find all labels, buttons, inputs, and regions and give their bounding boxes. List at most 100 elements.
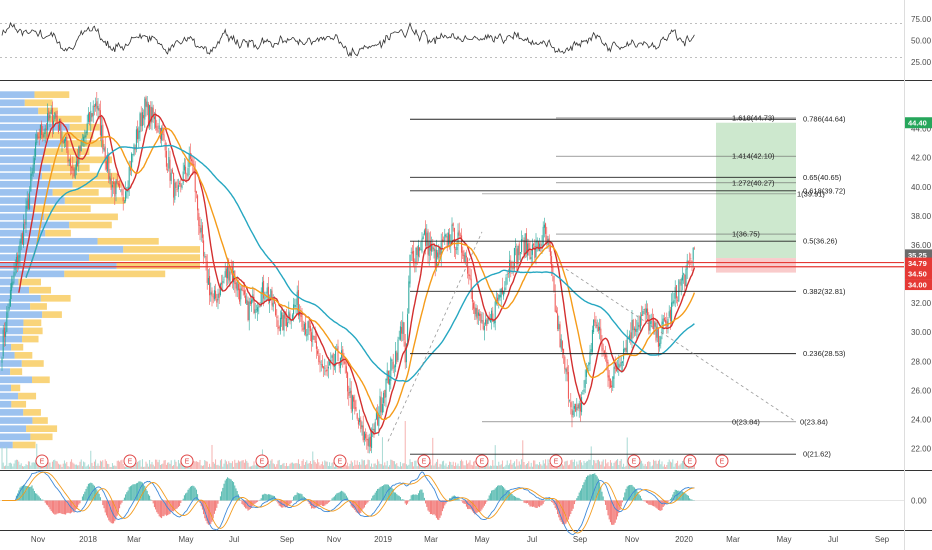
candle-body bbox=[168, 156, 170, 169]
price-axis-tick[interactable]: 26.00 bbox=[911, 386, 932, 395]
volume-bar bbox=[127, 466, 129, 469]
time-axis[interactable]: Nov 2018 Mar May Jul Sep Nov 2019 Mar May Jul Sep No… bbox=[31, 535, 890, 544]
time-axis-tick[interactable]: Nov bbox=[327, 535, 341, 544]
candle-body bbox=[447, 232, 449, 245]
candle-body bbox=[678, 280, 680, 302]
candle-body bbox=[525, 233, 527, 253]
volume-bar bbox=[212, 461, 214, 469]
time-axis-tick[interactable]: May bbox=[474, 535, 489, 544]
price-axis-tick[interactable]: 36.00 bbox=[911, 241, 932, 250]
trendline-dashed[interactable] bbox=[555, 262, 797, 423]
time-axis-tick[interactable]: Mar bbox=[424, 535, 438, 544]
volume-bar bbox=[583, 460, 585, 469]
earnings-marker[interactable] bbox=[627, 454, 641, 468]
price-badge[interactable] bbox=[905, 117, 932, 129]
candle-body bbox=[93, 105, 95, 107]
macd-histogram-bar bbox=[578, 492, 580, 501]
candle-body bbox=[546, 235, 548, 243]
volume-bar bbox=[693, 463, 695, 469]
volume-bar bbox=[377, 459, 379, 469]
volume-bar bbox=[20, 463, 22, 469]
time-axis-tick[interactable]: Jul bbox=[828, 535, 838, 544]
time-axis-tick[interactable]: 2019 bbox=[374, 535, 392, 544]
price-axis-tick[interactable]: 28.00 bbox=[911, 357, 932, 366]
macd-histogram-bar bbox=[657, 500, 659, 510]
earnings-marker[interactable] bbox=[683, 454, 697, 468]
candle-body bbox=[60, 119, 62, 143]
earnings-marker[interactable] bbox=[549, 454, 563, 468]
candle-body bbox=[313, 335, 315, 337]
volume-bar bbox=[624, 466, 626, 469]
price-axis-tick[interactable]: 42.00 bbox=[911, 154, 932, 163]
time-axis-tick[interactable]: 2018 bbox=[79, 535, 97, 544]
time-axis-tick[interactable]: Mar bbox=[726, 535, 740, 544]
price-axis-tick[interactable]: 24.00 bbox=[911, 416, 932, 425]
price-axis-tick[interactable]: 44.00 bbox=[911, 125, 932, 134]
price-badge[interactable] bbox=[905, 279, 932, 291]
time-axis-tick[interactable]: Jul bbox=[229, 535, 239, 544]
price-axis-tick[interactable]: 30.00 bbox=[911, 328, 932, 337]
earnings-marker[interactable] bbox=[123, 454, 137, 468]
horizontal-lines[interactable] bbox=[0, 261, 904, 268]
earnings-marker[interactable] bbox=[35, 454, 49, 468]
candle-body bbox=[643, 309, 645, 310]
volume-bar bbox=[254, 465, 256, 469]
time-axis-tick[interactable]: May bbox=[178, 535, 193, 544]
earnings-marker[interactable] bbox=[475, 454, 489, 468]
price-badge[interactable] bbox=[905, 257, 932, 269]
candle-body bbox=[211, 290, 213, 297]
macd-histogram-bar bbox=[449, 498, 451, 501]
macd-histogram-bar bbox=[33, 490, 35, 501]
trendlines[interactable]: 0(23.84) bbox=[387, 231, 828, 442]
time-axis-tick[interactable]: Sep bbox=[280, 535, 295, 544]
volume-bar bbox=[321, 461, 323, 469]
candle-body bbox=[535, 241, 537, 257]
macd-histogram-bar bbox=[535, 500, 537, 509]
earnings-marker[interactable] bbox=[417, 454, 431, 468]
volume-bar bbox=[518, 461, 520, 469]
price-axis-tick[interactable]: 32.00 bbox=[911, 299, 932, 308]
candle-body bbox=[114, 182, 116, 197]
long-position-tool[interactable] bbox=[716, 122, 796, 273]
volume-bar bbox=[27, 461, 29, 469]
price-axis-tick[interactable]: 38.00 bbox=[911, 212, 932, 221]
time-axis-tick[interactable]: Nov bbox=[31, 535, 45, 544]
candle-body bbox=[392, 361, 394, 369]
candle-body bbox=[222, 280, 224, 283]
volume-bar bbox=[97, 463, 99, 469]
volume-profile-up-bar bbox=[0, 376, 33, 384]
price-axis-tick[interactable]: 40.00 bbox=[911, 183, 932, 192]
macd-histogram-bar bbox=[252, 500, 254, 507]
macd-histogram-bar bbox=[497, 485, 499, 501]
time-axis-tick[interactable]: 2020 bbox=[675, 535, 693, 544]
rsi-line bbox=[1, 21, 695, 57]
trendline-dashed[interactable] bbox=[387, 231, 483, 442]
position-stop-zone[interactable] bbox=[716, 258, 796, 273]
volume-profile-down-bar bbox=[21, 360, 44, 367]
macd-histogram-bar bbox=[223, 483, 225, 501]
price-axis[interactable]: 44.0042.0040.0038.0036.0034.0032.0030.00… bbox=[905, 117, 932, 454]
candle-body bbox=[524, 233, 526, 255]
volume-bar bbox=[26, 465, 28, 469]
candle-body bbox=[257, 307, 259, 312]
earnings-marker[interactable] bbox=[180, 454, 194, 468]
candle-body bbox=[71, 166, 73, 169]
time-axis-tick[interactable]: Mar bbox=[127, 535, 141, 544]
time-axis-tick[interactable]: Sep bbox=[875, 535, 890, 544]
macd-histogram-bar bbox=[683, 492, 685, 501]
candle-body bbox=[667, 318, 669, 327]
earnings-marker[interactable] bbox=[333, 454, 347, 468]
time-axis-tick[interactable]: Nov bbox=[625, 535, 639, 544]
price-badge[interactable] bbox=[905, 268, 932, 280]
time-axis-tick[interactable]: Sep bbox=[573, 535, 588, 544]
time-axis-tick[interactable]: Jul bbox=[527, 535, 537, 544]
earnings-marker[interactable] bbox=[255, 454, 269, 468]
macd-histogram-bar bbox=[141, 482, 143, 501]
earnings-marker[interactable] bbox=[715, 454, 729, 468]
price-badge[interactable] bbox=[905, 249, 932, 261]
price-axis-tick[interactable]: 22.00 bbox=[911, 445, 932, 454]
time-axis-tick[interactable]: May bbox=[776, 535, 791, 544]
fibonacci-levels[interactable]: 0.786(44.64)0.65(40.65)0.618(39.72)0.5(3… bbox=[410, 113, 846, 459]
